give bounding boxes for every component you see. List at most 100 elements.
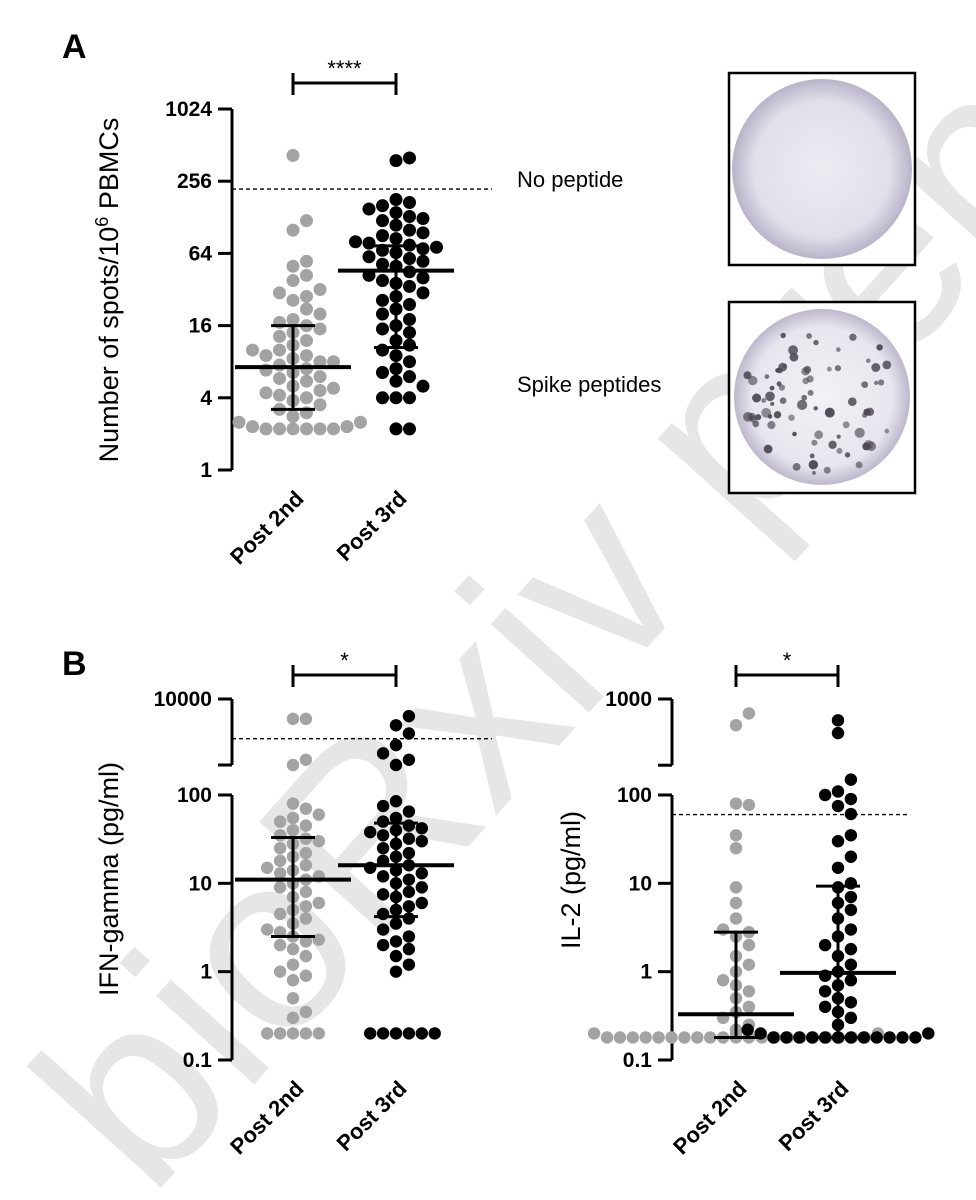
- data-point: [613, 1031, 627, 1044]
- category-label: Post 2nd: [225, 486, 308, 569]
- elispot-spots: [743, 332, 892, 475]
- data-point: [831, 799, 845, 813]
- data-point: [402, 832, 416, 845]
- data-point: [806, 1031, 819, 1044]
- data-point: [273, 422, 286, 436]
- data-point: [870, 1031, 883, 1044]
- elispot-spot: [807, 389, 814, 396]
- data-point: [416, 271, 430, 285]
- significance-label: ****: [327, 56, 362, 81]
- data-point: [416, 226, 430, 240]
- data-point: [376, 907, 390, 921]
- data-point: [389, 374, 403, 388]
- data-point: [376, 938, 390, 952]
- data-point: [402, 846, 416, 860]
- data-point: [362, 236, 376, 250]
- elispot-spot: [769, 385, 775, 391]
- panel-a-label: A: [62, 28, 87, 66]
- data-point: [299, 969, 313, 982]
- data-point: [300, 214, 313, 228]
- elispot-spot: [782, 363, 788, 369]
- data-point: [273, 1027, 287, 1040]
- data-point: [403, 196, 416, 210]
- data-point: [691, 1031, 704, 1044]
- elispot-spot: [811, 439, 818, 446]
- no-peptide-well-panel: No peptide: [517, 71, 917, 267]
- data-point: [415, 867, 428, 880]
- data-point: [403, 370, 416, 384]
- data-point: [286, 992, 300, 1005]
- data-point: [300, 391, 313, 405]
- data-point: [626, 1031, 639, 1044]
- category-label: Post 3rd: [332, 1076, 412, 1156]
- elispot-spot: [808, 460, 818, 470]
- category-label: Post 3rd: [774, 1076, 854, 1156]
- elispot-spot: [801, 394, 808, 401]
- data-point: [261, 1027, 274, 1040]
- data-point: [909, 1031, 922, 1044]
- data-point: [857, 1031, 870, 1044]
- elispot-spot: [861, 381, 869, 388]
- data-point: [389, 362, 403, 376]
- data-point: [349, 235, 362, 249]
- data-point: [286, 958, 300, 971]
- data-point: [376, 366, 389, 380]
- elispot-spot: [836, 347, 841, 352]
- data-point: [376, 923, 390, 936]
- elispot-spot: [748, 375, 758, 386]
- category-label: Post 2nd: [668, 1076, 751, 1159]
- data-point: [376, 322, 389, 336]
- data-point: [286, 974, 300, 987]
- data-point: [415, 896, 428, 910]
- data-point: [403, 223, 416, 237]
- data-point: [754, 1027, 767, 1040]
- data-point: [896, 1031, 909, 1044]
- data-point: [402, 942, 416, 956]
- data-point: [767, 1031, 780, 1044]
- elispot-spot: [812, 470, 816, 475]
- data-point: [402, 873, 416, 886]
- data-point: [299, 753, 313, 766]
- elispot-spot: [802, 377, 809, 385]
- y-tick-label: 100: [617, 784, 652, 807]
- data-point: [652, 1031, 665, 1044]
- data-point: [286, 758, 300, 772]
- data-point: [831, 714, 845, 727]
- data-point: [818, 938, 832, 952]
- data-point: [402, 709, 416, 723]
- data-point: [818, 985, 832, 998]
- elispot-spot: [876, 344, 883, 351]
- data-point: [354, 415, 367, 429]
- data-point: [389, 917, 403, 930]
- data-point: [273, 343, 286, 357]
- data-point: [742, 1000, 756, 1014]
- data-point: [403, 297, 416, 311]
- data-point: [300, 349, 313, 363]
- data-point: [286, 712, 300, 726]
- elispot-spot: [871, 363, 881, 372]
- data-point: [844, 890, 858, 904]
- data-point: [246, 343, 259, 357]
- data-point: [313, 322, 327, 336]
- elispot-spot: [788, 414, 795, 421]
- data-point: [402, 819, 416, 832]
- elispot-spot: [761, 407, 772, 418]
- data-point: [729, 896, 743, 910]
- data-point: [403, 391, 416, 405]
- data-point: [922, 1027, 935, 1040]
- data-point: [300, 422, 313, 436]
- data-point: [403, 209, 416, 223]
- data-point: [831, 834, 845, 848]
- significance-label: *: [783, 648, 792, 673]
- data-point: [286, 823, 300, 837]
- data-point: [729, 719, 743, 732]
- data-point: [742, 938, 756, 952]
- data-point: [299, 1027, 313, 1040]
- y-tick-label: 1024: [165, 98, 212, 121]
- data-point: [389, 965, 403, 978]
- data-point: [639, 1031, 652, 1044]
- data-point: [587, 1027, 601, 1040]
- data-point: [299, 949, 313, 963]
- data-point: [389, 154, 403, 168]
